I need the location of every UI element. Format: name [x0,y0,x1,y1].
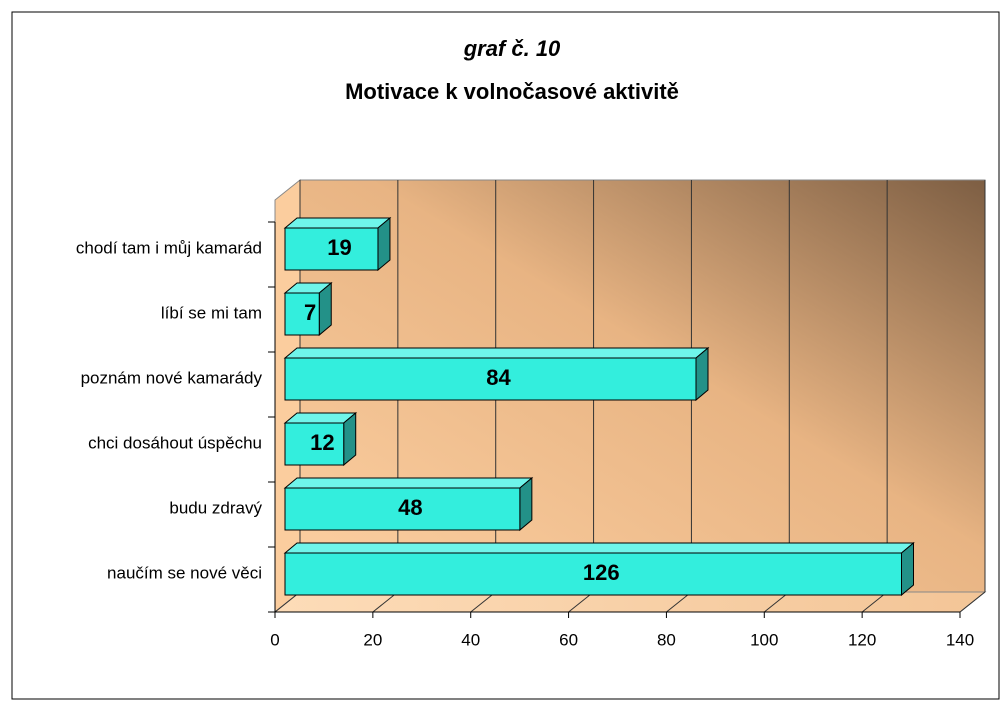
value-label: 19 [327,235,351,260]
x-tick-label: 0 [270,630,279,649]
value-label: 48 [398,495,422,520]
y-tick-label: budu zdravý [169,498,262,517]
floor-grid-line [959,591,986,613]
y-tick-label: chci dosáhout úspěchu [88,433,262,452]
bar [284,292,320,336]
y-tick-label: chodí tam i můj kamarád [76,238,262,257]
y-tick-label: líbí se mi tam [161,303,262,322]
bar [284,487,521,531]
x-tick-label: 120 [848,630,876,649]
value-label: 126 [583,560,620,585]
x-tick-label: 80 [657,630,676,649]
bar-top [283,477,534,489]
bar [284,552,902,596]
value-label: 12 [310,430,334,455]
chart-subtitle: Motivace k volnočasové aktivitě [345,79,679,104]
bar [284,357,697,401]
x-tick-label: 20 [363,630,382,649]
bar-top [283,542,915,554]
chart-title: graf č. 10 [463,36,561,61]
x-tick-label: 140 [946,630,974,649]
x-tick-label: 60 [559,630,578,649]
bar [284,227,379,271]
bar-top [283,347,710,359]
bar-top [283,217,392,229]
x-tick-label: 40 [461,630,480,649]
x-tick-label: 100 [750,630,778,649]
value-label: 7 [304,300,316,325]
y-tick-label: naučím se nové věci [107,563,262,582]
y-tick-label: poznám nové kamarády [81,368,263,387]
bar [284,422,345,466]
value-label: 84 [486,365,511,390]
